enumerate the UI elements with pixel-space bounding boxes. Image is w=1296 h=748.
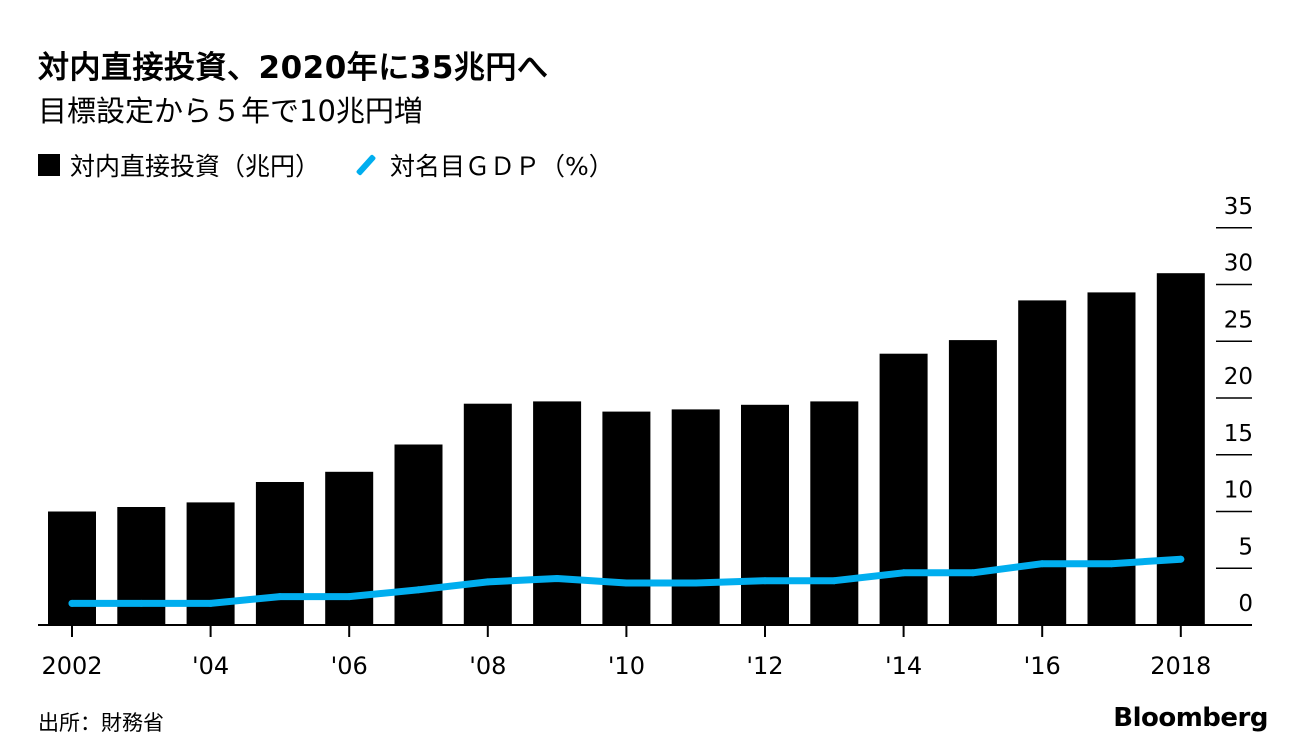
- bar-2016: [1018, 300, 1067, 625]
- gdp-ratio-point-2002: [68, 599, 76, 607]
- x-tick-label-2012: '12: [746, 652, 783, 680]
- y-tick-label-0: 0: [1238, 591, 1253, 617]
- bar-2017: [1087, 292, 1136, 625]
- legend-item-line: 対名目ＧＤＰ（%）: [354, 147, 614, 183]
- bar-2006: [325, 471, 374, 625]
- x-tick-label-2004: '04: [192, 652, 229, 680]
- bar-2014: [879, 353, 928, 625]
- bar-2012: [741, 404, 789, 625]
- bar-2005: [255, 482, 304, 625]
- x-tick-label-2014: '14: [885, 652, 922, 680]
- gdp-ratio-point-2004: [207, 599, 215, 607]
- bar-2011: [671, 409, 720, 626]
- x-tick-label-2010: '10: [608, 652, 645, 680]
- legend-bar-swatch: [38, 154, 60, 176]
- legend-line-label: 対名目ＧＤＰ（%）: [390, 152, 614, 181]
- legend: 対内直接投資（兆円） 対名目ＧＤＰ（%）: [38, 148, 648, 182]
- gdp-ratio-point-2018: [1177, 555, 1185, 563]
- bar-2003: [117, 507, 166, 625]
- bar-2010: [602, 411, 651, 625]
- bar-2015: [948, 340, 997, 625]
- y-tick-label-10: 10: [1224, 478, 1253, 504]
- x-tick-label-2002: 2002: [41, 652, 102, 680]
- legend-bar-label: 対内直接投資（兆円）: [70, 152, 321, 181]
- y-tick-label-30: 30: [1224, 251, 1253, 277]
- y-tick-label-15: 15: [1224, 421, 1253, 447]
- gdp-ratio-point-2012: [761, 577, 769, 585]
- brand-logo: Bloomberg: [1113, 703, 1268, 733]
- gdp-ratio-point-2017: [1108, 560, 1115, 568]
- chart-subtitle: 目標設定から５年で10兆円増: [38, 94, 423, 128]
- bar-2007: [394, 444, 443, 625]
- chart-title: 対内直接投資、2020年に35兆円へ: [38, 50, 549, 86]
- gdp-ratio-point-2013: [830, 577, 838, 585]
- x-tick-label-2008: '08: [469, 652, 506, 680]
- gdp-ratio-point-2010: [622, 579, 630, 587]
- bar-2008: [463, 403, 512, 625]
- bar-2018: [1156, 273, 1205, 625]
- legend-item-bars: 対内直接投資（兆円）: [38, 147, 320, 183]
- y-tick-label-5: 5: [1238, 534, 1253, 560]
- y-tick-label-20: 20: [1224, 364, 1253, 390]
- x-tick-label-2018: 2018: [1150, 652, 1211, 680]
- y-tick-label-35: 35: [1224, 194, 1253, 220]
- y-tick-label-25: 25: [1224, 307, 1253, 333]
- gdp-ratio-point-2014: [900, 569, 908, 577]
- gdp-ratio-point-2003: [137, 599, 145, 607]
- gdp-ratio-point-2016: [1038, 560, 1046, 568]
- gdp-ratio-point-2009: [553, 575, 561, 582]
- gdp-ratio-point-2006: [345, 593, 353, 601]
- source-note: 出所：財務省: [38, 711, 164, 735]
- x-tick-label-2016: '16: [1024, 652, 1061, 680]
- bar-2013: [810, 401, 859, 625]
- gdp-ratio-point-2011: [692, 579, 700, 587]
- gdp-ratio-point-2005: [276, 593, 284, 601]
- gdp-ratio-point-2008: [484, 578, 492, 586]
- bar-2002: [48, 511, 96, 625]
- gdp-ratio-point-2015: [969, 569, 977, 577]
- gdp-ratio-point-2007: [415, 586, 422, 594]
- x-tick-label-2006: '06: [331, 652, 368, 680]
- bar-2009: [533, 401, 582, 625]
